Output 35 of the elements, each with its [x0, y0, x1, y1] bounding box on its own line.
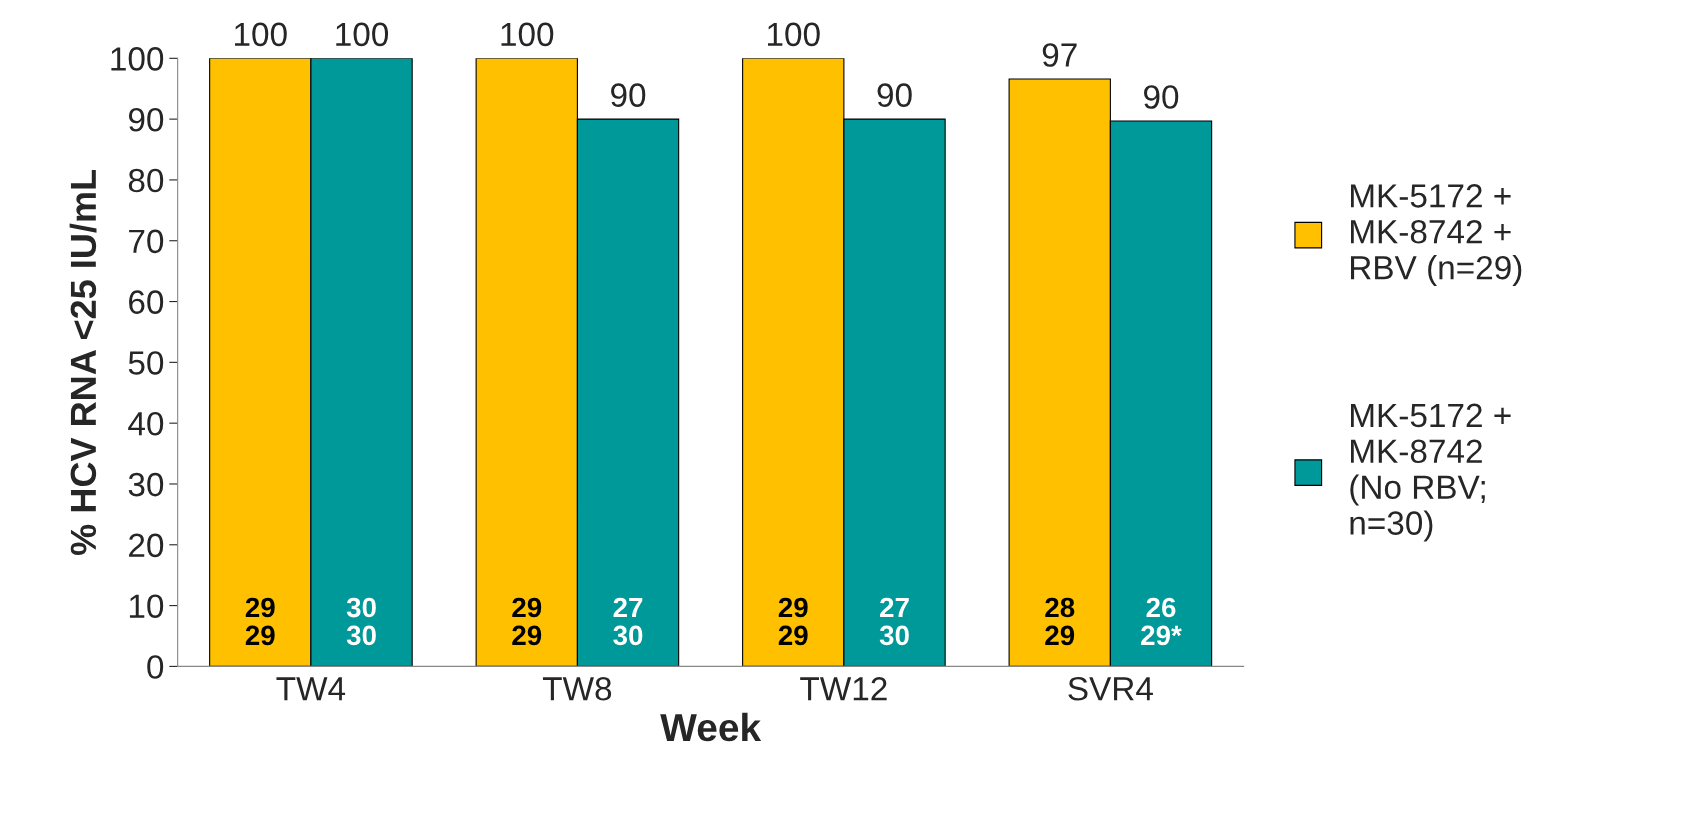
annotation: 30 30 [346, 597, 376, 646]
y-tick-label: 70 [129, 229, 164, 254]
data-label: 100 [767, 22, 820, 47]
data-label: 97 [1042, 43, 1077, 67]
annotation: 28 29 [1045, 597, 1075, 646]
annotation: 26 29* [1141, 597, 1182, 646]
y-tick-label: 90 [128, 107, 164, 132]
annotation: 27 30 [613, 597, 643, 646]
data-label: 100 [336, 22, 389, 47]
data-label: 100 [501, 22, 554, 47]
y-tick-label: 30 [128, 472, 164, 497]
data-label: 100 [235, 22, 287, 47]
data-label: 90 [1144, 85, 1179, 109]
legend-label: MK-5172 + MK-8742 + RBV (n=29) [1351, 184, 1522, 287]
y-tick-label: 50 [128, 351, 164, 375]
x-tick-label: TW12 [800, 677, 887, 701]
x-tick-label: TW8 [542, 677, 612, 701]
annotation: 29 29 [245, 597, 275, 646]
y-tick-label: 40 [128, 411, 164, 436]
data-label: 90 [877, 83, 912, 107]
annotation: 29 29 [778, 597, 808, 646]
legend-label: MK-5172 + MK-8742 (No RBV; n=30) [1350, 403, 1511, 542]
y-axis-title: % HCV RNA <25 IU/mL [69, 170, 97, 555]
y-tick-label: 80 [128, 168, 164, 193]
y-tick-label: 60 [129, 290, 164, 314]
data-label: 90 [611, 83, 646, 107]
y-tick-label: 10 [129, 594, 164, 618]
y-tick-label: 100 [111, 47, 164, 71]
annotation: 29 29 [512, 597, 542, 646]
y-tick-label: 0 [147, 655, 164, 679]
x-axis-title: Week [660, 712, 762, 742]
x-tick-label: SVR4 [1068, 677, 1153, 701]
y-tick-label: 20 [129, 533, 164, 558]
annotation: 27 30 [879, 597, 909, 646]
x-tick-label: TW4 [276, 677, 346, 701]
